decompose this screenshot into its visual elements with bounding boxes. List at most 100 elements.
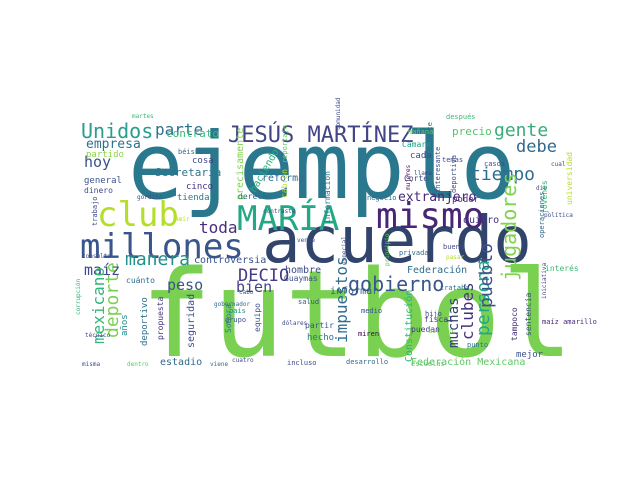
word-política: política <box>544 212 573 219</box>
word-empresa: empresa <box>86 137 141 152</box>
word-impuestos: impuestos <box>332 256 351 343</box>
word-martes: martes <box>132 113 154 120</box>
word-especial: especial <box>341 236 348 265</box>
word-precio: precio <box>452 125 492 138</box>
word-consulta: consulta <box>82 253 111 260</box>
word-partir: partir <box>305 321 334 330</box>
word-jóvenes: jóvenes <box>539 180 549 214</box>
word-cinco: cinco <box>186 182 213 192</box>
word-casos: casos <box>484 160 505 168</box>
word-vende: vende <box>297 237 315 244</box>
word-técnico: técnico <box>85 332 111 339</box>
word-parte: parte <box>155 120 203 139</box>
word-cámara: Cámara <box>402 140 431 149</box>
word-tiempo: tiempo <box>470 164 535 185</box>
word-seguridad: seguridad <box>186 294 197 348</box>
word-salud: salud <box>298 298 319 306</box>
word-grupo: grupo <box>225 316 246 324</box>
word-interés: interés <box>545 263 579 273</box>
word-maíz-amarillo: maíz amarillo <box>542 318 597 326</box>
word-estadio: estadio <box>160 357 202 368</box>
word-puedan: puedan <box>411 325 440 334</box>
word-temas: temas <box>442 156 463 164</box>
word-contrato: contrato <box>166 127 219 140</box>
word-reportaje: reportaje <box>281 125 289 163</box>
word-hoy: hoy <box>84 153 111 171</box>
word-ejemplo: ejemplo <box>128 113 516 220</box>
word-tampoco: tampoco <box>510 307 519 341</box>
word-después: después <box>446 113 476 121</box>
word-dio: dio <box>536 185 547 192</box>
word-llame: llame <box>414 170 432 177</box>
word-equipo: equipo <box>253 303 262 332</box>
word-trabajo: trabajo <box>91 196 99 226</box>
word-gente: gente <box>494 120 548 141</box>
word-maría: MARÍA <box>237 198 339 239</box>
word-mañana: mañana <box>408 128 433 136</box>
word-trataba: trataba <box>440 284 470 292</box>
word-propuesta: propuesta <box>156 296 165 340</box>
word-millones: millones <box>80 227 244 267</box>
word-miren: miren <box>358 330 379 338</box>
word-maíz: maíz <box>84 261 120 279</box>
word-escuelas: escuelas <box>411 360 445 368</box>
word-quiero: quiero <box>463 215 499 226</box>
word-manera: manera <box>125 249 190 270</box>
word-cabrón: cabrón <box>279 169 289 198</box>
word-cabo: cabo <box>239 289 254 296</box>
word-medio: medio <box>361 307 382 315</box>
word-debe: debe <box>516 137 557 157</box>
word-béisbol: béisbol <box>178 148 208 156</box>
word-principio: principio <box>384 233 391 266</box>
word-jugadores: jugadores <box>497 173 521 281</box>
word-mujeres: mujeres <box>405 164 412 190</box>
word-contraste: contraste <box>263 208 296 215</box>
word-corte: Corte <box>404 174 428 183</box>
word-fiscal: fiscal <box>424 315 453 324</box>
word-dólares: dólares <box>282 320 308 327</box>
word-precisamente: precisamente <box>235 128 246 200</box>
word-amir: Amir <box>175 216 190 223</box>
word-corrupción: corrupción <box>75 278 82 315</box>
word-información: información <box>322 171 332 224</box>
word-cada: cada <box>410 151 432 161</box>
word-gobernador: gobernador <box>214 301 251 308</box>
word-incluso: incluso <box>287 359 317 367</box>
word-años: años <box>120 314 130 336</box>
word-constitución: Constitución <box>403 290 415 362</box>
word-deportivo: deportivo <box>140 297 150 346</box>
word-dinero: dinero <box>84 186 113 195</box>
word-pueblo: pueblo <box>476 243 497 308</box>
word-asunto: asunto <box>428 327 453 335</box>
word-cual: cual <box>551 161 566 168</box>
word-pasar: pasar <box>446 254 464 261</box>
word-comunidad: comunidad <box>335 97 342 130</box>
word-toda: toda <box>199 218 238 237</box>
word-reforma: reforma <box>262 173 304 184</box>
word-deporte: deporte <box>102 262 123 338</box>
word-mexicano: mexicano <box>89 267 108 344</box>
word-deportiva: deportiva <box>450 155 458 193</box>
word-cuánto: cuánto <box>126 276 155 285</box>
word-buena: buena <box>443 243 464 251</box>
word-informar: informar <box>330 286 378 297</box>
word-club: club <box>97 195 179 235</box>
word-hecho: hecho <box>307 333 334 343</box>
word-derecho: derecho <box>238 192 272 201</box>
word-extranjero: extranjero <box>398 190 476 205</box>
word-poder: poder <box>452 195 480 205</box>
word-muchas: muchas <box>446 297 462 348</box>
word-sentencia: sentencia <box>524 292 533 336</box>
word-acuerdo: acuerdo <box>262 204 532 278</box>
word-operaciones: operaciones <box>538 192 546 238</box>
word-controversia: controversia <box>194 255 266 266</box>
word-privada: privada <box>399 249 429 257</box>
word-guaymas: Guaymas <box>284 274 318 283</box>
word-siguiente: siguiente <box>426 122 434 160</box>
word-federación-mexicana: Federación Mexicana <box>411 356 525 368</box>
word-hijo: hijo <box>425 310 442 318</box>
word-bien: bien <box>236 278 272 296</box>
word-persona: persona <box>473 260 494 336</box>
word-clubes: clubes <box>458 282 477 340</box>
